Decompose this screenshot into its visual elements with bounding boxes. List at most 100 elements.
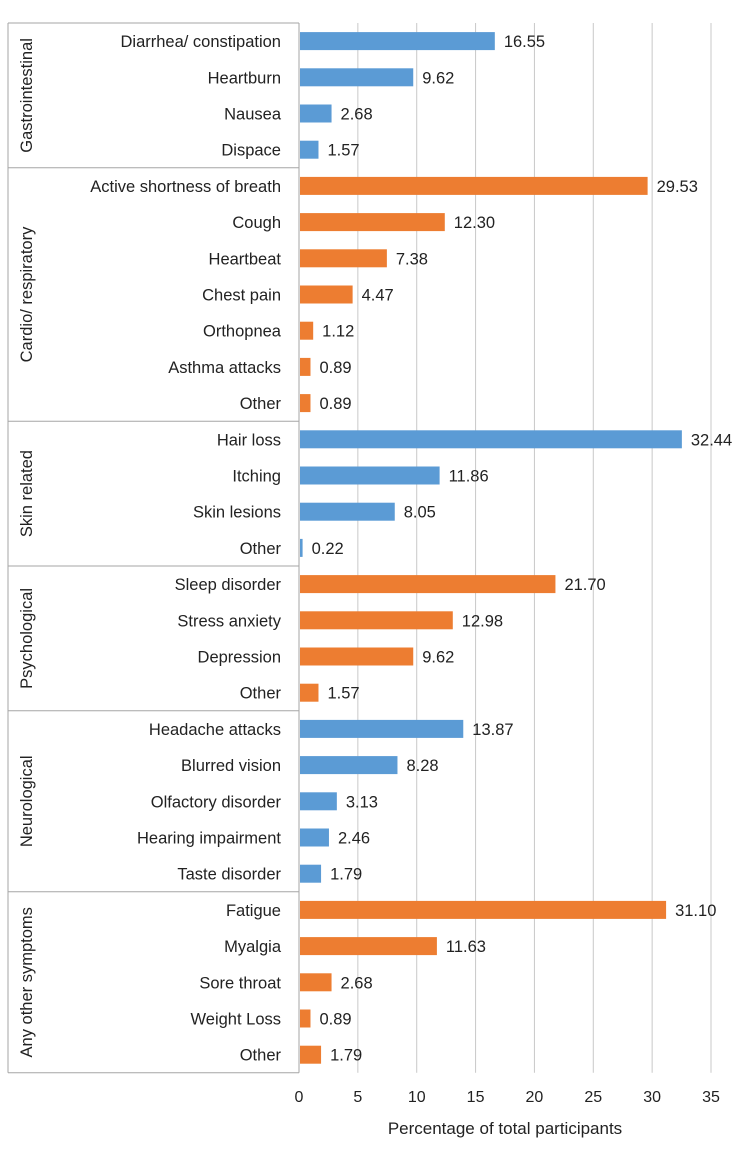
axis-frame xyxy=(7,22,300,1074)
category-label: Myalgia xyxy=(224,938,282,956)
category-label: Asthma attacks xyxy=(168,359,281,377)
category-label: Taste disorder xyxy=(177,866,281,884)
category-label: Heartburn xyxy=(208,69,281,87)
bar xyxy=(300,538,303,557)
value-label: 2.46 xyxy=(338,830,370,848)
bar xyxy=(300,32,495,51)
x-axis-ticks: 0 5 10 15 20 25 30 35 xyxy=(295,1089,720,1106)
bar xyxy=(300,864,322,883)
group-label: Any other symptoms xyxy=(18,907,36,1057)
value-label: 32.44 xyxy=(691,431,732,449)
category-label: Heartbeat xyxy=(209,250,282,268)
value-labels: 16.55 9.62 2.68 1.57 29.53 12.30 7.38 4.47 1.12 0… xyxy=(312,33,733,1065)
x-tick-label: 20 xyxy=(526,1089,544,1106)
value-label: 4.47 xyxy=(362,287,394,305)
bar xyxy=(300,466,440,485)
x-tick-label: 15 xyxy=(467,1089,485,1106)
category-label: Active shortness of breath xyxy=(90,178,281,196)
value-label: 3.13 xyxy=(346,793,378,811)
category-label: Other xyxy=(240,395,282,413)
value-label: 2.68 xyxy=(341,106,373,124)
bar xyxy=(300,1045,322,1064)
bar xyxy=(300,792,337,811)
group-labels: Gastrointestinal Cardio/ respiratory Skin … xyxy=(18,38,36,1057)
value-label: 11.63 xyxy=(446,938,486,956)
category-label: Other xyxy=(240,540,282,558)
category-label: Other xyxy=(240,1047,282,1065)
category-label: Cough xyxy=(232,214,281,232)
value-label: 16.55 xyxy=(504,33,545,51)
bar xyxy=(300,176,648,195)
category-label: Sleep disorder xyxy=(175,576,282,594)
x-tick-label: 10 xyxy=(408,1089,426,1106)
bar xyxy=(300,647,414,666)
value-label: 1.12 xyxy=(322,323,354,341)
bar xyxy=(300,683,319,702)
bar xyxy=(300,285,353,304)
bar xyxy=(300,68,414,87)
value-label: 21.70 xyxy=(564,576,605,594)
value-label: 8.28 xyxy=(406,757,438,775)
category-label: Fatigue xyxy=(226,902,281,920)
category-label: Orthopnea xyxy=(203,323,282,341)
value-label: 2.68 xyxy=(341,974,373,992)
category-label: Depression xyxy=(198,649,281,667)
bar xyxy=(300,611,453,630)
category-label: Headache attacks xyxy=(149,721,281,739)
category-label: Dispace xyxy=(221,142,281,160)
group-label: Neurological xyxy=(18,755,36,847)
category-label: Nausea xyxy=(224,106,282,124)
bar xyxy=(300,937,437,956)
value-label: 1.57 xyxy=(327,142,359,160)
bar xyxy=(300,973,332,992)
bar xyxy=(300,140,319,159)
value-label: 1.79 xyxy=(330,1047,362,1065)
x-axis-title: Percentage of total participants xyxy=(388,1119,622,1138)
value-label: 7.38 xyxy=(396,250,428,268)
value-label: 31.10 xyxy=(675,902,716,920)
bar xyxy=(300,321,314,340)
value-label: 12.98 xyxy=(462,612,503,630)
bar xyxy=(300,828,329,847)
category-label: Skin lesions xyxy=(193,504,281,522)
category-label: Hearing impairment xyxy=(137,830,281,848)
category-label: Hair loss xyxy=(217,431,281,449)
x-tick-label: 0 xyxy=(295,1089,304,1106)
category-labels: Diarrhea/ constipation Heartburn Nausea Dis… xyxy=(90,33,282,1065)
value-label: 11.86 xyxy=(449,468,489,486)
category-label: Chest pain xyxy=(202,287,281,305)
bar xyxy=(300,394,311,413)
category-label: Other xyxy=(240,685,282,703)
group-label: Skin related xyxy=(18,450,36,537)
value-label: 12.30 xyxy=(454,214,495,232)
value-label: 0.89 xyxy=(319,1011,351,1029)
bar xyxy=(300,575,556,594)
category-label: Weight Loss xyxy=(191,1011,282,1029)
value-label: 1.57 xyxy=(327,685,359,703)
bar xyxy=(300,104,332,123)
category-label: Diarrhea/ constipation xyxy=(120,33,281,51)
gridlines xyxy=(357,23,712,1073)
group-label: Psychological xyxy=(18,588,36,689)
bar xyxy=(300,213,445,232)
bar xyxy=(300,1009,311,1028)
bars xyxy=(300,32,682,1064)
value-label: 0.89 xyxy=(319,359,351,377)
x-tick-label: 35 xyxy=(702,1089,720,1106)
bar xyxy=(300,719,464,738)
bar xyxy=(300,357,311,376)
value-label: 13.87 xyxy=(472,721,513,739)
value-label: 8.05 xyxy=(404,504,436,522)
bar xyxy=(300,900,667,919)
value-label: 9.62 xyxy=(422,649,454,667)
bar xyxy=(300,249,387,268)
category-label: Itching xyxy=(232,468,281,486)
value-label: 0.22 xyxy=(312,540,344,558)
value-label: 0.89 xyxy=(319,395,351,413)
x-tick-label: 30 xyxy=(643,1089,661,1106)
bar xyxy=(300,502,395,521)
category-label: Olfactory disorder xyxy=(151,793,282,811)
group-label: Cardio/ respiratory xyxy=(18,226,36,362)
value-label: 1.79 xyxy=(330,866,362,884)
